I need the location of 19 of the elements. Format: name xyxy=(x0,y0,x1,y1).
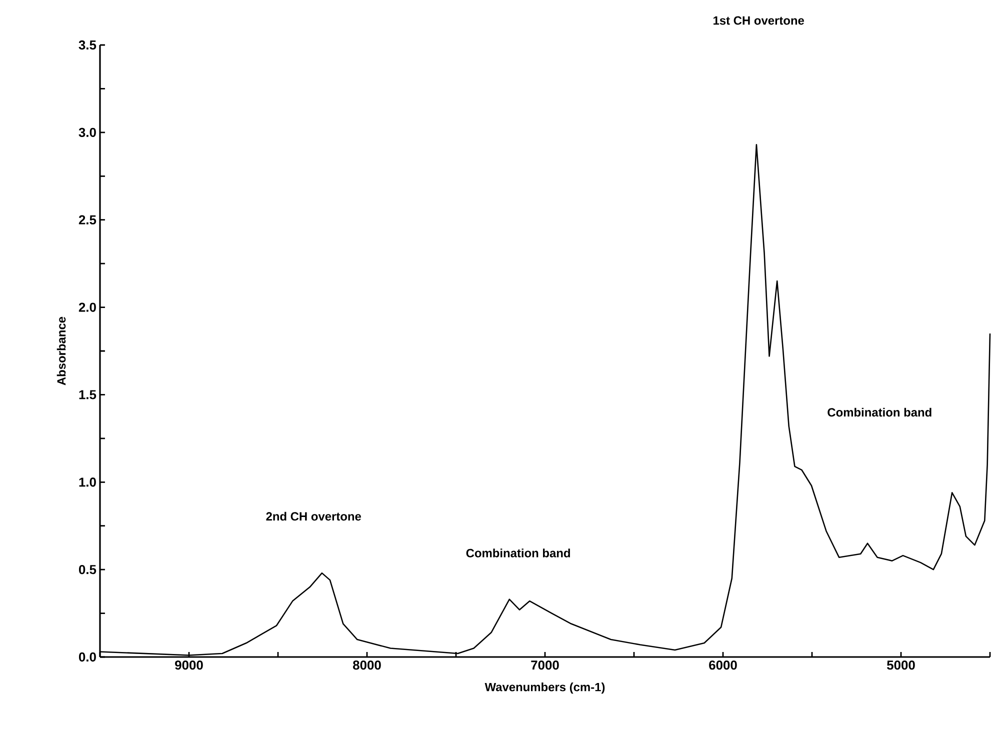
x-tick-label: 8000 xyxy=(352,660,381,670)
y-axis-title: Absorbance xyxy=(56,316,66,386)
y-tick-label: 0.5 xyxy=(78,564,96,574)
x-tick-label: 5000 xyxy=(886,660,915,670)
y-tick-label: 0.0 xyxy=(78,652,96,662)
annotation: Combination band xyxy=(828,408,932,417)
annotation: 2nd CH overtone xyxy=(266,512,361,521)
annotation: Combination band xyxy=(466,548,570,558)
text: 1st CH overtone xyxy=(714,16,804,25)
y-tick-label: 1.0 xyxy=(79,478,96,487)
x-axis-title: Wavenumbers (cm-1) xyxy=(484,682,605,694)
x-tick-label: 9000 xyxy=(175,660,203,670)
x-tick-label: 6000 xyxy=(709,660,737,670)
y-tick-label: 3.5 xyxy=(78,40,96,50)
y-tick-label: 1.5 xyxy=(79,390,96,400)
y-tick-label: 2.5 xyxy=(78,215,96,224)
y-tick-label: 3.0 xyxy=(78,128,96,138)
x-tick-label: 7000 xyxy=(531,660,559,670)
y-tick-label: 2.0 xyxy=(78,302,96,312)
